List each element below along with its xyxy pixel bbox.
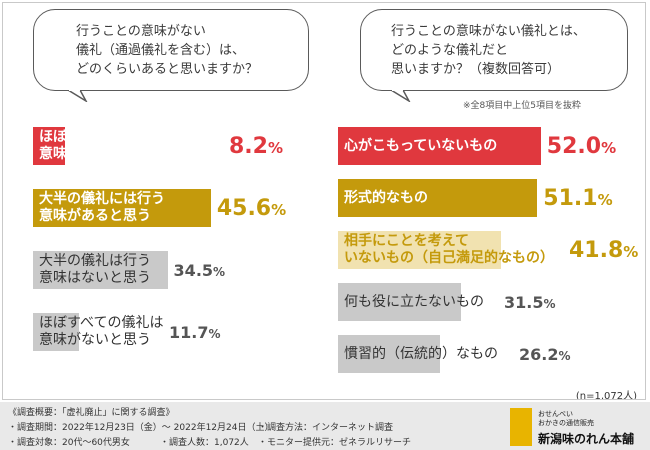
bar-label-2: 形式的なもの (344, 189, 428, 206)
value-number: 8.2 (229, 134, 268, 159)
value-unit: % (597, 191, 613, 209)
bubble-tail-icon (391, 90, 411, 102)
bar-value-4: 31.5% (504, 295, 556, 311)
survey-provider: ・モニター提供元：ゼネラルリサーチ (258, 438, 412, 448)
bar-4 (338, 283, 461, 321)
bar-1 (338, 127, 541, 165)
left-question-text: 行うことの意味がない 儀礼（通過儀礼を含む）は、 どのくらいあると思いますか？ (76, 24, 259, 77)
logo-name: 新潟味のれん本舗 (538, 432, 635, 446)
value-number: 52.0 (546, 134, 602, 159)
sample-size-label: (n=1,072人) (575, 391, 637, 400)
infographic-panel: 行うことの意味がない 儀礼（通過儀礼を含む）は、 どのくらいあると思いますか？ … (2, 2, 646, 400)
bar-value-5: 26.2% (519, 347, 571, 363)
value-number: 51.1 (543, 186, 598, 211)
bar-label-5: 慣習的（伝統的）なもの (344, 345, 498, 362)
bar-value-4: 11.7% (169, 325, 221, 341)
bar-5 (338, 335, 441, 373)
bar-label-1: ほぼすべての儀礼に行う 意味があると思う (39, 129, 192, 162)
value-unit: % (623, 243, 639, 261)
value-unit: % (558, 349, 571, 363)
bar-value-3: 41.8% (569, 240, 638, 262)
value-number: 11.7 (169, 323, 209, 342)
bar-label-3: 相手にことを考えて いないもの（自己満足的なもの） (344, 233, 554, 266)
survey-target: ・調査対象：20代～60代男女 (8, 438, 130, 448)
value-unit: % (271, 201, 287, 219)
value-unit: % (601, 139, 617, 157)
bar-value-1: 8.2% (229, 136, 283, 158)
bar-3 (338, 231, 502, 269)
value-unit: % (213, 265, 226, 279)
value-unit: % (208, 327, 221, 341)
left-question-bubble: 行うことの意味がない 儀礼（通過儀礼を含む）は、 どのくらいあると思いますか？ (33, 9, 309, 102)
bar-value-2: 51.1% (543, 188, 612, 210)
bar-value-2: 45.6% (217, 198, 286, 220)
bar-2 (33, 189, 211, 227)
survey-method: ・調査方法：インターネット調査 (258, 423, 394, 433)
value-number: 26.2 (519, 345, 559, 364)
bar-2 (338, 179, 538, 217)
bar-label-4: ほぼすべての儀礼は 意味がないと思う (39, 315, 164, 348)
bar-label-4: 何も役に立たないもの (344, 293, 484, 310)
value-unit: % (267, 139, 284, 157)
brand-logo: おせんべい おかきの通信販売 新潟味のれん本舗 (510, 408, 640, 446)
bubble-tail-icon (68, 90, 88, 102)
survey-count: ・調査人数：1,072人 (160, 438, 249, 448)
bar-value-1: 52.0% (547, 136, 616, 158)
value-number: 45.6 (216, 196, 272, 221)
bar-1 (33, 127, 65, 165)
value-number: 41.8 (569, 238, 624, 263)
bar-label-1: 心がこもっていないもの (344, 137, 498, 154)
value-number: 34.5 (173, 261, 214, 280)
note-text: ※全8項目中上位5項目を抜粋 (463, 101, 581, 111)
logo-subtitle: おせんべい おかきの通信販売 (538, 410, 594, 427)
survey-title: 《調査概要：「虚礼廃止」に関する調査》 (8, 408, 175, 418)
right-question-text: 行うことの意味がない儀礼とは、 どのような儀礼だと 思いますか？（複数回答可） (391, 24, 586, 77)
survey-period: ・調査期間：2022年12月23日（金）～ 2022年12月24日（土） (8, 423, 274, 433)
bar-3 (33, 251, 168, 289)
value-number: 31.5 (504, 293, 544, 312)
bar-label-3: 大半の儀礼は行う 意味はないと思う (39, 253, 151, 286)
survey-footer: 《調査概要：「虚礼廃止」に関する調査》 ・調査期間：2022年12月23日（金）… (0, 402, 650, 450)
bar-value-3: 34.5% (174, 263, 226, 279)
logo-mark-icon (510, 408, 532, 446)
right-question-bubble: 行うことの意味がない儀礼とは、 どのような儀礼だと 思いますか？（複数回答可） (360, 9, 628, 102)
bar-4 (33, 313, 79, 351)
value-unit: % (543, 297, 556, 311)
bar-label-2: 大半の儀礼には行う 意味があると思う (39, 191, 165, 224)
